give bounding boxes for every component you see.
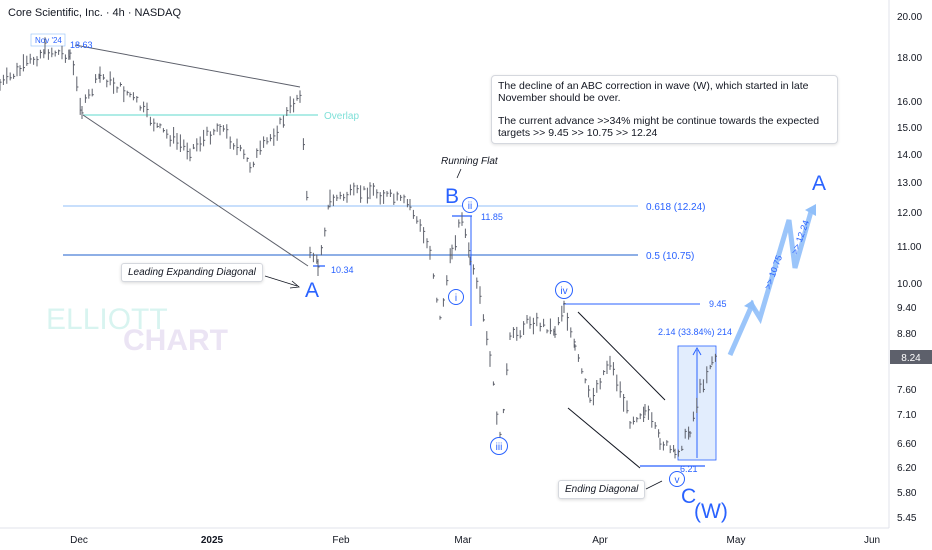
time-tick-label: Mar [454, 535, 472, 546]
measure-label: 2.14 (33.84%) 214 [658, 327, 732, 337]
price-tick-label: 12.00 [897, 208, 922, 219]
price-tick-label: 13.00 [897, 178, 922, 189]
wave-circle-iii [490, 437, 508, 455]
candles [0, 37, 717, 459]
projection-path [727, 207, 815, 357]
time-tick-label: May [727, 535, 746, 546]
projection-arrowhead-2 [805, 204, 816, 216]
wave-circle-iv [555, 281, 573, 299]
wave-circle-v [669, 471, 685, 487]
wave-label-iv: iv [560, 286, 567, 297]
time-tick-label: 2025 [201, 535, 224, 546]
projection-arrowhead-1 [744, 300, 756, 311]
fib-618-label: 0.618 (12.24) [646, 202, 706, 213]
chart-title: Core Scientific, Inc. · 4h · NASDAQ [8, 7, 181, 19]
price-tick-label: 7.60 [897, 385, 917, 396]
last-price-text: 8.24 [901, 353, 921, 364]
note-line-2: The current advance >>34% might be conti… [498, 115, 820, 139]
price-tick-label: 7.10 [897, 410, 917, 421]
wave-label-i: i [455, 293, 457, 304]
ending-diagonal-lower [567, 407, 641, 469]
wave-label-ii: ii [468, 201, 472, 212]
wave-label-A-target: A [812, 172, 826, 195]
low-621-label: 6.21 [680, 464, 698, 474]
price-tick-label: 18.00 [897, 53, 922, 64]
time-tick-label: Feb [332, 535, 350, 546]
price-tick-label: 8.80 [897, 329, 917, 340]
price-tick-label: 6.20 [897, 463, 917, 474]
callout-ending-diagonal: Ending Diagonal [558, 480, 646, 499]
price-tick-label: 11.00 [897, 242, 922, 253]
price-tick-label: 6.60 [897, 439, 917, 450]
nov24-badge [30, 33, 66, 47]
price-tick-label: 9.40 [897, 303, 917, 314]
last-price-badge [890, 350, 932, 364]
target-945-value: 9.45 [709, 299, 727, 309]
running-pointer [456, 168, 462, 179]
price-tick-label: 20.00 [897, 12, 922, 23]
nov24-label: Nov '24 [35, 36, 62, 45]
callout-leading-diagonal: Leading Expanding Diagonal [121, 263, 263, 282]
wave-circle-i [448, 289, 464, 305]
low-1034-label: 10.34 [331, 265, 354, 275]
leading-pointer-head [289, 280, 300, 289]
price-tick-label: 15.00 [897, 123, 922, 134]
watermark-chart: CHART [123, 324, 228, 357]
price-tick-label: 14.00 [897, 150, 922, 161]
wave-label-A: A [305, 279, 319, 302]
note-line-1: The decline of an ABC correction in wave… [498, 80, 809, 104]
price-tick-label: 10.00 [897, 279, 922, 290]
overlap-label: Overlap [324, 111, 359, 122]
callout-running-flat: Running Flat [441, 156, 498, 167]
wave-circle-ii [462, 197, 478, 213]
watermark-elliott: ELLIOTT [46, 303, 168, 336]
price-tick-label: 16.00 [897, 97, 922, 108]
diagonal-upper [74, 44, 301, 88]
leading-pointer [264, 275, 298, 287]
time-axis[interactable]: Dec 2025 Feb Mar Apr May Jun [70, 535, 880, 546]
price-tick-label: 5.45 [897, 513, 917, 524]
projection-label-1075: >> 10.75 [762, 254, 784, 291]
ending-pointer [645, 480, 663, 490]
time-tick-label: Apr [592, 535, 608, 546]
measure-arrowhead [692, 346, 702, 356]
price-tick-label: 5.80 [897, 488, 917, 499]
wave-label-W: (W) [694, 500, 728, 523]
fib-500-label: 0.5 (10.75) [646, 251, 694, 262]
wave-label-iii: iii [496, 442, 503, 453]
high-1863-label: 18.63 [70, 40, 93, 50]
diagonal-lower [82, 114, 309, 267]
analysis-note: The decline of an ABC correction in wave… [491, 75, 838, 144]
wave-label-B: B [445, 185, 459, 208]
price-axis[interactable]: 20.00 18.00 16.00 15.00 14.00 13.00 12.00 11.00… [897, 12, 922, 524]
wave-label-v: v [675, 475, 680, 486]
wave-label-C: C [681, 485, 696, 508]
ending-diagonal-upper [577, 311, 666, 401]
time-tick-label: Jun [864, 535, 880, 546]
high-1185-label: 11.85 [481, 212, 503, 222]
time-tick-label: Dec [70, 535, 88, 546]
